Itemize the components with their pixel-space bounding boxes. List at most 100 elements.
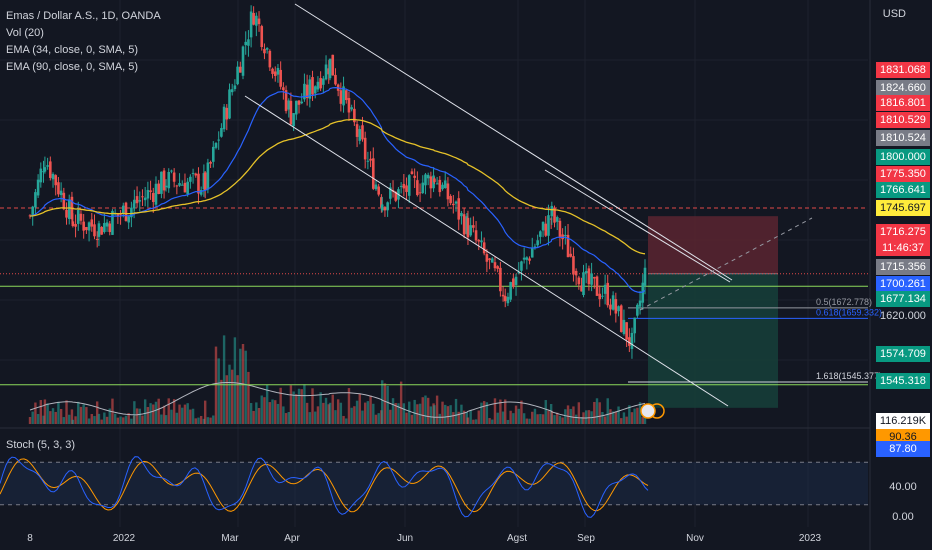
candle-body [641,282,645,303]
volume-bar [189,409,192,424]
volume-bar [203,400,207,424]
candle-body [230,89,234,93]
candle-body [175,185,179,187]
candle-body [202,173,206,190]
volume-bar [350,407,353,424]
candle-body [191,172,195,174]
candle-body [584,271,588,274]
candle-body [499,267,502,292]
candle-body [71,221,75,227]
volume-bar [303,384,306,424]
dividend-marker[interactable] [640,403,665,419]
candle-body [614,299,618,314]
candle-body [342,86,345,106]
volume-bar [186,403,189,424]
volume-bar [628,405,631,424]
candle-body [241,46,245,76]
candle-body [257,18,261,25]
volume-bar [539,414,542,424]
volume-bar [525,418,529,424]
volume-bar [305,402,309,424]
candle-body [305,84,309,99]
candle-body [421,182,425,193]
candle-body [446,183,450,200]
candle-body [247,39,250,46]
volume-bar [260,395,263,424]
volume-bar [391,398,395,424]
candle-body [457,198,461,220]
stoch-indicator-label[interactable]: Stoch (5, 3, 3) [6,439,76,451]
currency-label[interactable]: USD [882,8,906,20]
candle-body [276,67,280,75]
volume-bar [68,414,71,424]
candle-body [611,295,615,310]
candle-body [292,113,295,127]
symbol-title[interactable]: Emas / Dollar A.S., 1D, OANDA [6,10,161,22]
volume-bar [413,399,416,424]
candle-body [574,270,578,276]
volume-bar [408,401,411,424]
volume-bar [345,418,348,424]
volume-bar [162,405,166,424]
volume-bar [501,411,505,424]
volume-bar [31,411,34,424]
price-label-16: 1545.318 [876,373,930,389]
volume-bar [533,408,537,424]
volume-bar [504,399,507,424]
volume-bar [553,415,556,424]
candle-body [477,240,481,242]
candle-body [62,192,66,210]
volume-bar [276,403,280,424]
candle-body [316,81,320,90]
volume-bar [520,400,523,424]
candle-body [572,256,575,275]
volume-bar [85,407,88,424]
candle-body [619,305,623,332]
candle-body [520,261,523,271]
candle-body [263,48,266,54]
volume-bar [331,394,334,424]
candle-body [74,223,77,227]
candle-body [402,183,406,189]
candle-body [369,158,372,161]
volume-bar [322,402,325,424]
volume-bar [236,375,239,424]
horizontal-levels[interactable] [0,207,868,386]
volume-bar [54,411,57,424]
volume-ma-line [29,382,646,419]
volume-bar [433,405,436,424]
volume-bar [327,404,330,424]
position-box[interactable] [648,216,778,408]
candle-body [593,277,596,279]
price-label-5: 1800.000 [876,149,930,165]
volume-bar [643,416,647,424]
volume-bar [225,375,228,424]
volume-bar [316,406,320,424]
trend-channel[interactable] [244,3,813,407]
volume-bar [363,402,367,424]
volume-bar [319,392,322,424]
candle-body [636,304,639,316]
candle-body [630,332,634,349]
candle-body [233,85,237,90]
volume-bar [620,418,623,424]
ema34-indicator-label[interactable]: EMA (34, close, 0, SMA, 5) [6,44,139,56]
candle-body [194,173,198,176]
candle-body [472,225,475,228]
candle-body [482,242,486,254]
volume-bar [209,417,212,424]
volume-bar [95,401,99,424]
volume-bar [295,394,298,424]
ema90-line [29,118,646,255]
volume-bar [580,417,583,424]
candle-body [157,183,160,195]
volume-bar [514,405,518,424]
ema90-indicator-label[interactable]: EMA (90, close, 0, SMA, 5) [6,61,139,73]
candle-body [143,197,147,201]
volume-indicator-label[interactable]: Vol (20) [6,27,44,39]
volume-bar [271,399,274,424]
volume-bar [389,409,392,424]
candle-body [539,231,542,237]
time-axis[interactable]: 8 2022 Mar Apr Jun Agst Sep Nov 2023 [27,533,821,544]
